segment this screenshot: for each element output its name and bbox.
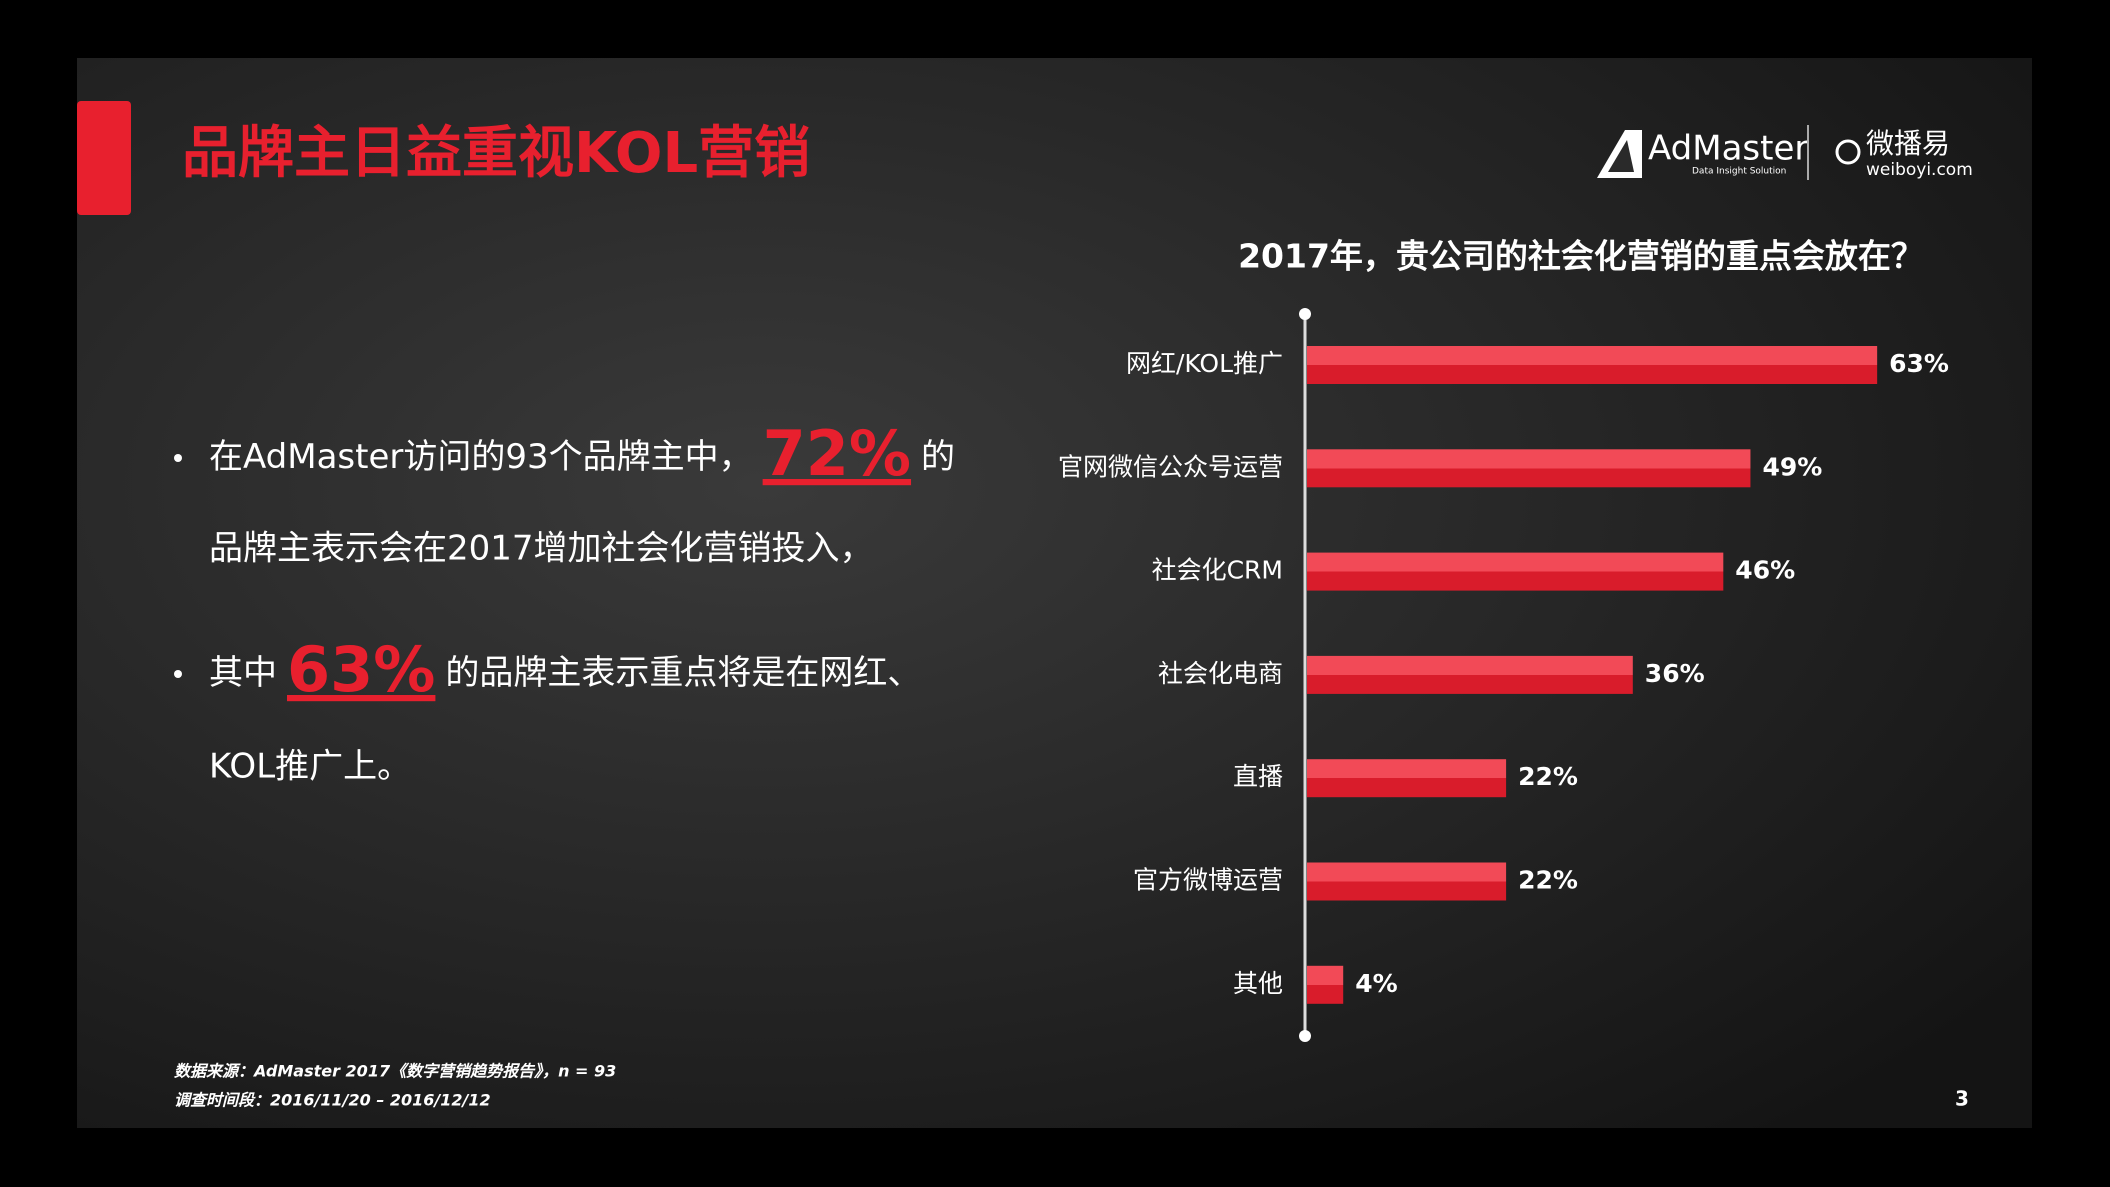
category-label: 社会化CRM xyxy=(1152,556,1283,585)
bar xyxy=(1307,449,1751,488)
bar xyxy=(1307,346,1878,384)
admaster-icon-cut xyxy=(1608,140,1634,172)
bar xyxy=(1307,655,1633,694)
chart-title: 2017年，贵公司的社会化营销的重点会放在？ xyxy=(1238,237,1924,276)
category-label: 官网微信公众号运营 xyxy=(1058,452,1283,481)
footnote: 数据来源：AdMaster 2017《数字营销趋势报告》，n = 93 xyxy=(174,1062,616,1081)
bar xyxy=(1307,965,1344,1004)
bullet-line: 其中 63% 的品牌主表示重点将是在网红、 xyxy=(209,633,921,706)
bar xyxy=(1307,759,1507,798)
bar-chart: 网红/KOL推广 63% 官网微信公众号运营 49% 社会化CRM 46% 社会化电商 36%… xyxy=(1058,346,1949,1004)
bullet-dot xyxy=(174,454,182,462)
value-label: 46% xyxy=(1735,556,1795,585)
category-label: 官方微博运营 xyxy=(1133,866,1283,895)
axis-end xyxy=(1299,1030,1311,1042)
category-label: 直播 xyxy=(1233,762,1283,791)
category-label: 网红/KOL推广 xyxy=(1126,349,1283,378)
bullet-text: 的品牌主表示重点将是在网红、 xyxy=(445,653,921,693)
bullets: 在AdMaster访问的93个品牌主中， 72% 的 品牌主表示会在2017增加社会… xyxy=(174,417,955,787)
bullet-highlight: 72% xyxy=(763,417,911,490)
slide-background xyxy=(77,58,2032,1128)
page-number: 3 xyxy=(1955,1087,1969,1111)
weiboyi-icon xyxy=(1835,139,1861,165)
value-label: 36% xyxy=(1645,659,1705,688)
footnote: 调查时间段：2016/11/20 – 2016/12/12 xyxy=(174,1091,491,1110)
value-label: 49% xyxy=(1762,452,1822,481)
title-tab xyxy=(77,101,131,215)
weiboyi-logo: 微播易 xyxy=(1866,127,1950,160)
value-label: 22% xyxy=(1518,762,1578,791)
bullet-continuation: KOL推广上。 xyxy=(209,747,411,787)
bullet-text: 在AdMaster访问的93个品牌主中， xyxy=(209,437,753,477)
bullet-line: 在AdMaster访问的93个品牌主中， 72% 的 xyxy=(209,417,955,490)
slide-title: 品牌主日益重视KOL营销 xyxy=(182,121,810,186)
category-label: 社会化电商 xyxy=(1158,659,1283,688)
value-label: 22% xyxy=(1518,866,1578,895)
bullet-continuation: 品牌主表示会在2017增加社会化营销投入， xyxy=(209,529,874,569)
bullet-dot xyxy=(174,670,182,678)
axis-end xyxy=(1299,308,1311,320)
admaster-tagline: Data Insight Solution xyxy=(1692,167,1786,177)
bullet-highlight: 63% xyxy=(287,633,435,706)
bullet-text: 的 xyxy=(921,437,955,477)
bullet-text: 其中 xyxy=(209,653,277,693)
weiboyi-url: weiboyi.com xyxy=(1866,160,1973,180)
category-label: 其他 xyxy=(1233,969,1283,998)
logos: AdMaster Data Insight Solution 微播易 weibo… xyxy=(1597,125,1973,180)
value-label: 4% xyxy=(1355,969,1397,998)
bar xyxy=(1307,552,1724,591)
value-label: 63% xyxy=(1889,349,1949,378)
admaster-logo: AdMaster xyxy=(1648,129,1808,169)
bar xyxy=(1307,862,1507,901)
